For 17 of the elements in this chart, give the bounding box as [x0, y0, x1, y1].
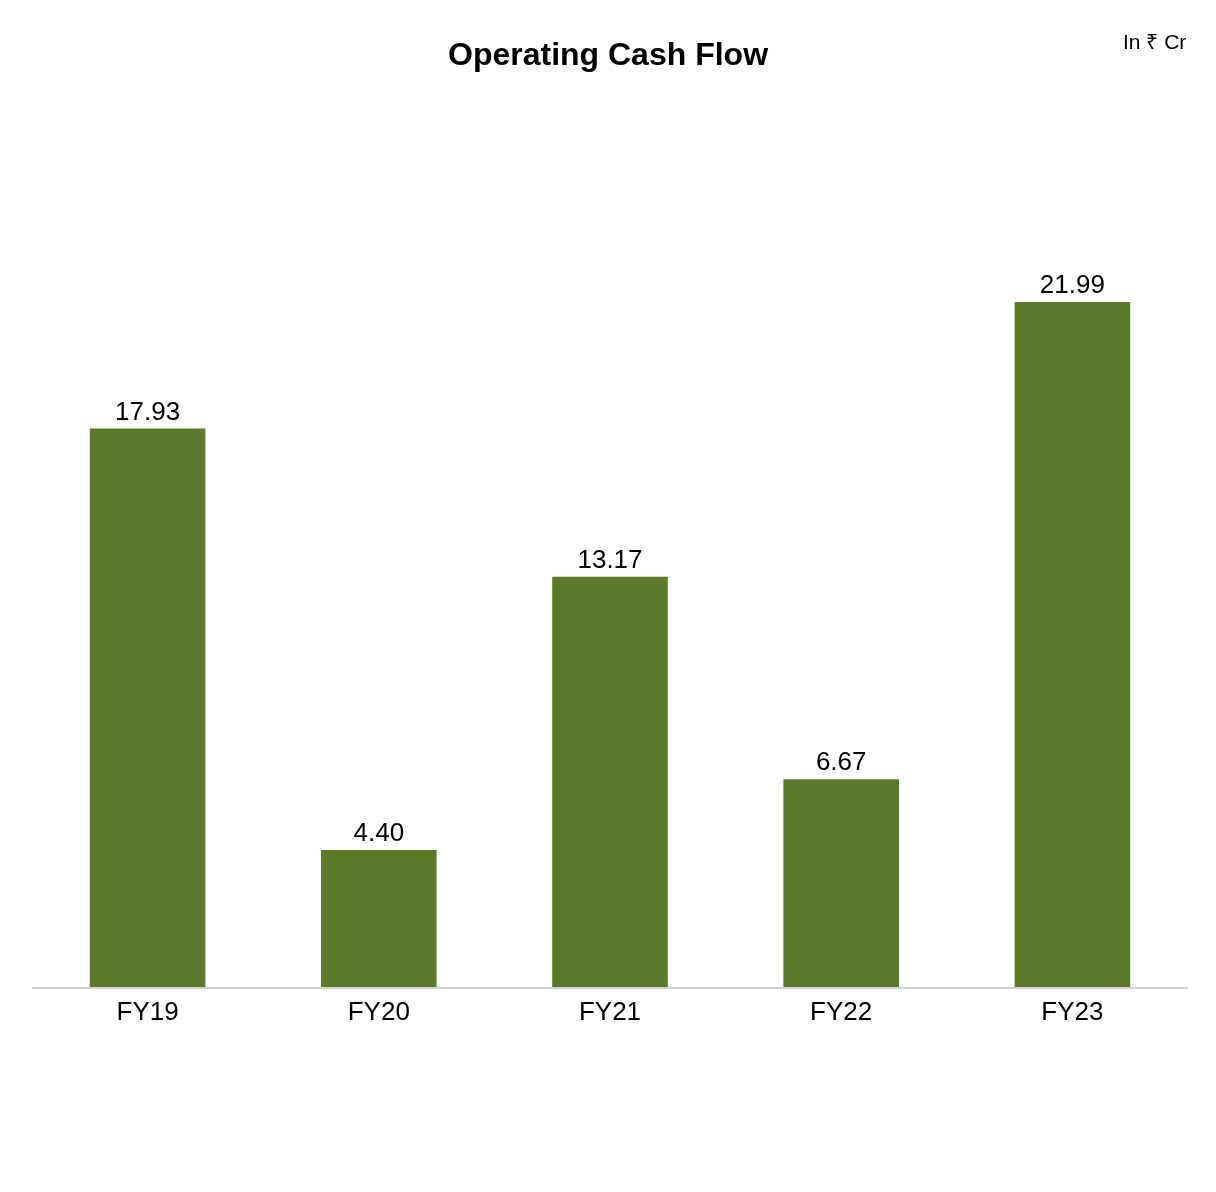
- text: In ₹ Cr: [1123, 30, 1187, 53]
- data-label: 6.67: [815, 746, 867, 777]
- x-tick-label: FY20: [347, 996, 410, 1027]
- data-label: 21.99: [1039, 269, 1105, 300]
- bar: [89, 428, 206, 987]
- bar: [552, 576, 668, 987]
- bar: [783, 779, 899, 987]
- data-label: 13.17: [577, 543, 643, 574]
- x-tick-label: FY22: [810, 996, 873, 1027]
- x-tick-label: FY21: [578, 996, 642, 1027]
- chart-title: Operating Cash Flow: [447, 35, 769, 72]
- x-tick-label: FY19: [116, 996, 179, 1027]
- bar: [321, 849, 437, 987]
- bar: [1014, 302, 1131, 987]
- x-tick-label: FY23: [1041, 996, 1104, 1027]
- data-label: 17.93: [115, 395, 181, 426]
- data-label: 4.40: [353, 816, 405, 847]
